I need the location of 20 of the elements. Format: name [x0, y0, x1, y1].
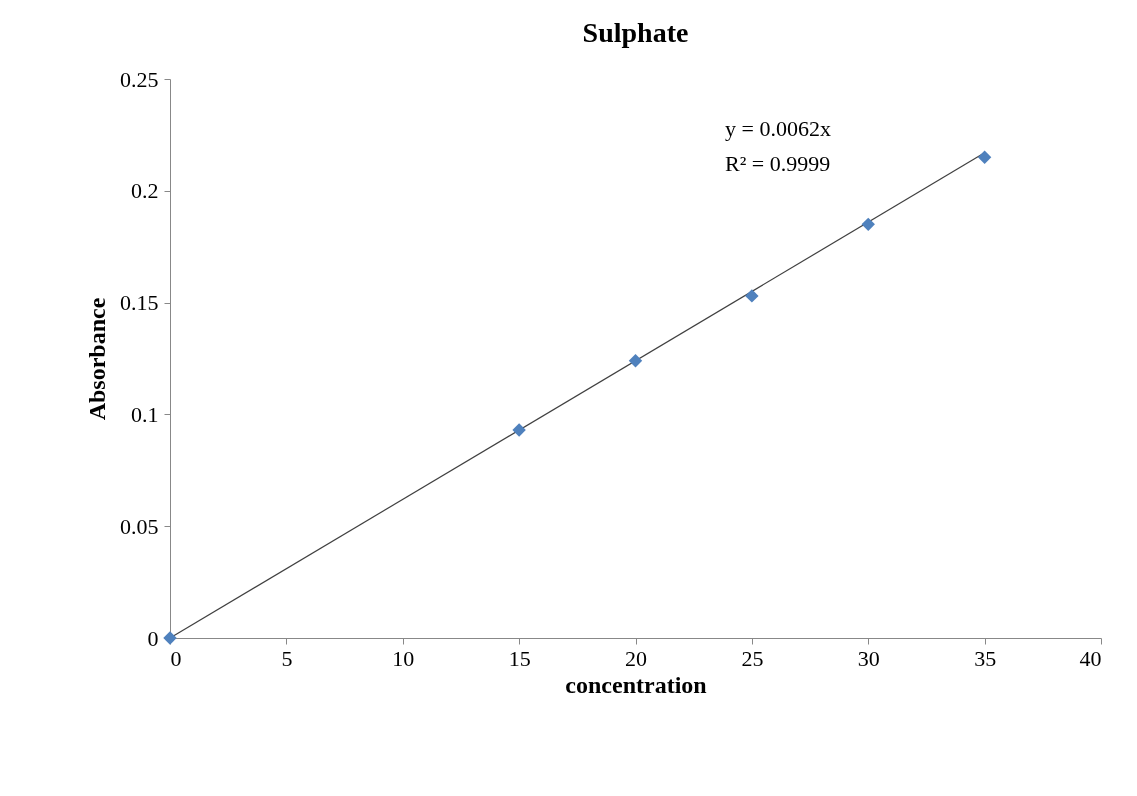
x-tick-label: 30 — [857, 645, 880, 671]
x-tick-label: 40 — [1079, 645, 1102, 671]
x-tick-label: 25 — [741, 645, 764, 671]
annotation: y = 0.0062x — [725, 116, 831, 141]
y-tick-label: 0.2 — [131, 178, 159, 204]
y-tick-label: 0.15 — [120, 290, 159, 316]
y-axis-title: Absorbance — [84, 297, 110, 421]
y-tick-label: 0.1 — [131, 401, 159, 427]
y-tick-label: 0.05 — [120, 513, 159, 539]
chart-title: Sulphate — [582, 17, 689, 48]
x-tick-label: 10 — [392, 645, 415, 671]
annotation: R² = 0.9999 — [725, 151, 831, 176]
x-tick-label: 0 — [170, 645, 182, 671]
x-axis-title: concentration — [565, 671, 707, 698]
x-tick-label: 15 — [508, 645, 531, 671]
x-tick-label: 5 — [281, 645, 293, 671]
x-tick-label: 35 — [974, 645, 997, 671]
y-tick-label: 0.25 — [120, 66, 159, 92]
x-tick-label: 20 — [625, 645, 647, 671]
y-tick-label: 0 — [147, 625, 159, 651]
